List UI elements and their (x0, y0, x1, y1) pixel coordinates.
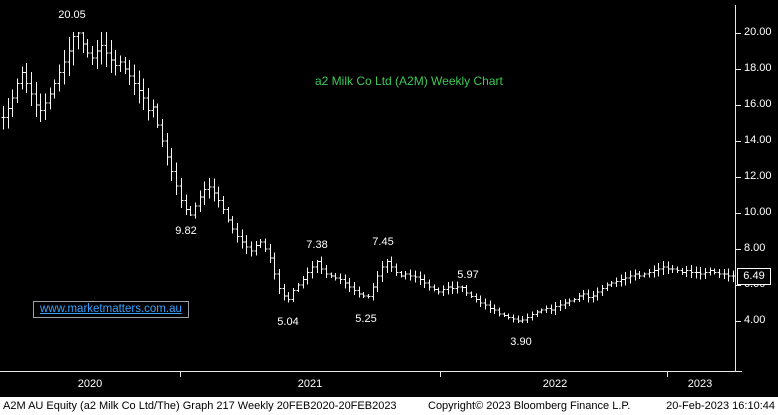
chart-title: a2 Milk Co Ltd (A2M) Weekly Chart (315, 74, 503, 88)
axis-lines (0, 5, 742, 377)
status-bar: A2M AU Equity (a2 Milk Co Ltd/The) Graph… (0, 397, 778, 415)
price-annotation: 5.04 (277, 316, 299, 328)
status-security-info: A2M AU Equity (a2 Milk Co Ltd/The) Graph… (3, 400, 397, 412)
y-axis-label: 4.00 (744, 314, 766, 326)
price-annotation: 5.25 (355, 313, 377, 325)
price-chart-canvas[interactable] (0, 0, 778, 397)
status-copyright: Copyright© 2023 Bloomberg Finance L.P. (428, 400, 631, 412)
x-axis-year-label: 2023 (687, 378, 713, 390)
last-price-box: 6.49 (737, 268, 771, 285)
price-annotation: 7.45 (372, 236, 394, 248)
price-annotation: 20.05 (58, 9, 86, 21)
y-axis-label: 16.00 (744, 98, 772, 110)
price-annotation: 3.90 (510, 336, 532, 348)
watermark-link-label: www.marketmatters.com.au (40, 303, 182, 315)
y-axis-label: 10.00 (744, 206, 772, 218)
status-datetime: 20-Feb-2023 16:10:44 (666, 400, 775, 412)
y-axis-label: 12.00 (744, 170, 772, 182)
watermark-link[interactable]: www.marketmatters.com.au (33, 301, 189, 318)
price-annotation: 7.38 (306, 239, 328, 251)
y-axis-label: 14.00 (744, 134, 772, 146)
y-axis-label: 20.00 (744, 26, 772, 38)
x-axis-year-label: 2020 (77, 378, 103, 390)
price-annotation: 5.97 (457, 269, 479, 281)
price-annotation: 9.82 (175, 225, 197, 237)
weekly-price-bars (1, 32, 736, 323)
y-axis-label: 18.00 (744, 62, 772, 74)
y-axis-label: 8.00 (744, 242, 766, 254)
x-axis-year-label: 2022 (542, 378, 568, 390)
x-axis-year-label: 2021 (297, 378, 323, 390)
